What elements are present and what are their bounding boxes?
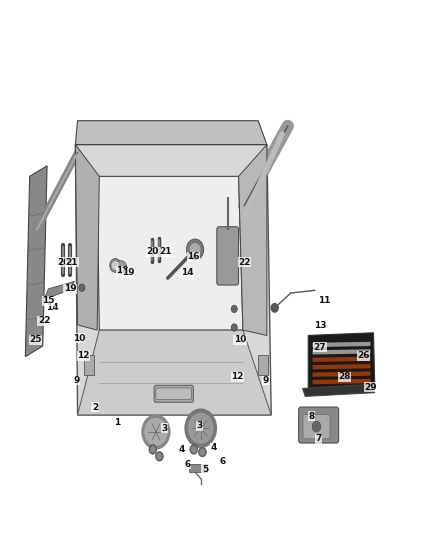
Polygon shape bbox=[75, 120, 267, 144]
Circle shape bbox=[312, 421, 321, 432]
Text: 9: 9 bbox=[73, 376, 79, 385]
Polygon shape bbox=[97, 176, 243, 330]
Polygon shape bbox=[313, 349, 371, 354]
FancyBboxPatch shape bbox=[299, 407, 339, 443]
Circle shape bbox=[231, 305, 237, 313]
Circle shape bbox=[188, 414, 213, 443]
Text: 22: 22 bbox=[38, 316, 50, 325]
Polygon shape bbox=[44, 281, 74, 300]
Circle shape bbox=[198, 447, 206, 457]
Text: 5: 5 bbox=[202, 465, 208, 473]
Text: 3: 3 bbox=[196, 421, 202, 430]
Text: 3: 3 bbox=[162, 424, 168, 433]
Text: 20: 20 bbox=[147, 247, 159, 256]
Circle shape bbox=[191, 447, 196, 452]
FancyBboxPatch shape bbox=[154, 385, 193, 402]
FancyBboxPatch shape bbox=[156, 388, 191, 400]
Circle shape bbox=[190, 244, 200, 255]
Text: 6: 6 bbox=[219, 457, 226, 466]
Circle shape bbox=[151, 447, 155, 452]
Text: 15: 15 bbox=[42, 296, 55, 305]
Polygon shape bbox=[308, 333, 375, 391]
Text: 6: 6 bbox=[184, 460, 191, 469]
Circle shape bbox=[271, 304, 278, 312]
Polygon shape bbox=[313, 364, 371, 369]
Text: 22: 22 bbox=[238, 258, 251, 266]
Circle shape bbox=[116, 261, 127, 274]
Circle shape bbox=[231, 324, 237, 331]
Polygon shape bbox=[313, 342, 371, 347]
Circle shape bbox=[157, 454, 162, 459]
Text: 19: 19 bbox=[122, 268, 135, 277]
Circle shape bbox=[186, 239, 204, 260]
Text: 20: 20 bbox=[57, 258, 69, 266]
Circle shape bbox=[149, 445, 157, 454]
Text: 14: 14 bbox=[46, 303, 59, 312]
Text: 26: 26 bbox=[357, 351, 370, 360]
Text: 12: 12 bbox=[77, 351, 89, 360]
Text: 19: 19 bbox=[64, 284, 77, 293]
Text: 27: 27 bbox=[314, 343, 326, 352]
Text: 10: 10 bbox=[234, 335, 246, 344]
Polygon shape bbox=[303, 384, 375, 397]
Circle shape bbox=[110, 259, 121, 272]
Circle shape bbox=[145, 419, 167, 445]
Text: 21: 21 bbox=[160, 247, 172, 256]
Circle shape bbox=[79, 284, 85, 292]
Text: 10: 10 bbox=[73, 334, 85, 343]
Polygon shape bbox=[78, 330, 271, 415]
Text: 11: 11 bbox=[318, 296, 331, 305]
Circle shape bbox=[142, 415, 170, 449]
Text: 8: 8 bbox=[308, 411, 314, 421]
Text: 1: 1 bbox=[113, 418, 120, 427]
Text: 28: 28 bbox=[338, 372, 350, 381]
Circle shape bbox=[113, 262, 118, 269]
Polygon shape bbox=[313, 372, 371, 377]
Text: 2: 2 bbox=[92, 402, 98, 411]
Polygon shape bbox=[188, 464, 207, 472]
Circle shape bbox=[155, 451, 163, 461]
FancyBboxPatch shape bbox=[258, 355, 268, 375]
Text: 13: 13 bbox=[314, 321, 326, 330]
Polygon shape bbox=[75, 144, 99, 330]
Circle shape bbox=[185, 409, 216, 447]
Polygon shape bbox=[25, 166, 47, 357]
Text: 25: 25 bbox=[29, 335, 42, 344]
Text: 14: 14 bbox=[181, 268, 194, 277]
Text: 21: 21 bbox=[66, 258, 78, 266]
Text: 29: 29 bbox=[364, 383, 377, 392]
Text: 18: 18 bbox=[116, 266, 129, 275]
Polygon shape bbox=[239, 144, 267, 335]
FancyBboxPatch shape bbox=[217, 227, 239, 285]
Polygon shape bbox=[75, 144, 271, 415]
Polygon shape bbox=[313, 379, 371, 384]
Text: 9: 9 bbox=[263, 376, 269, 385]
Text: 7: 7 bbox=[315, 434, 321, 443]
Polygon shape bbox=[313, 357, 371, 362]
Text: 16: 16 bbox=[187, 253, 200, 262]
Text: 4: 4 bbox=[179, 445, 185, 454]
FancyBboxPatch shape bbox=[84, 355, 94, 375]
Circle shape bbox=[190, 445, 198, 454]
Circle shape bbox=[200, 449, 205, 455]
Text: 4: 4 bbox=[211, 443, 217, 453]
Text: 12: 12 bbox=[231, 372, 244, 381]
FancyBboxPatch shape bbox=[303, 415, 330, 439]
